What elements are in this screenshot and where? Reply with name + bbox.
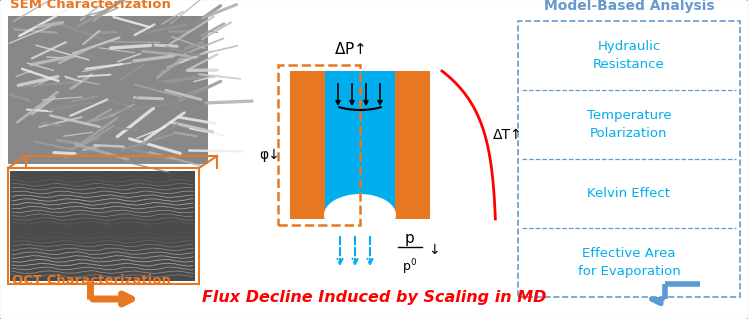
Bar bbox=[290, 71, 325, 219]
Ellipse shape bbox=[324, 194, 396, 236]
Bar bbox=[325, 71, 395, 219]
Text: p: p bbox=[405, 231, 415, 246]
Text: φ↓: φ↓ bbox=[260, 148, 280, 162]
Text: Flux Decline Induced by Scaling in MD: Flux Decline Induced by Scaling in MD bbox=[202, 290, 546, 305]
Text: Model-Based Analysis: Model-Based Analysis bbox=[544, 0, 714, 13]
Text: p$^0$: p$^0$ bbox=[402, 257, 417, 277]
Text: Temperature
Polarization: Temperature Polarization bbox=[586, 109, 671, 140]
Bar bbox=[395, 71, 430, 219]
Text: ↓: ↓ bbox=[428, 242, 440, 256]
Text: Kelvin Effect: Kelvin Effect bbox=[587, 187, 670, 200]
Text: ΔT↑: ΔT↑ bbox=[493, 128, 523, 142]
FancyBboxPatch shape bbox=[518, 21, 740, 297]
Text: Hydraulic
Resistance: Hydraulic Resistance bbox=[593, 40, 665, 71]
Text: SEM Characterization: SEM Characterization bbox=[10, 0, 171, 11]
Bar bbox=[10, 171, 195, 281]
Text: $\Delta$P↑: $\Delta$P↑ bbox=[334, 41, 366, 57]
Text: OCT Characterization: OCT Characterization bbox=[12, 274, 171, 287]
Bar bbox=[8, 16, 208, 164]
Text: Effective Area
for Evaporation: Effective Area for Evaporation bbox=[577, 247, 681, 278]
